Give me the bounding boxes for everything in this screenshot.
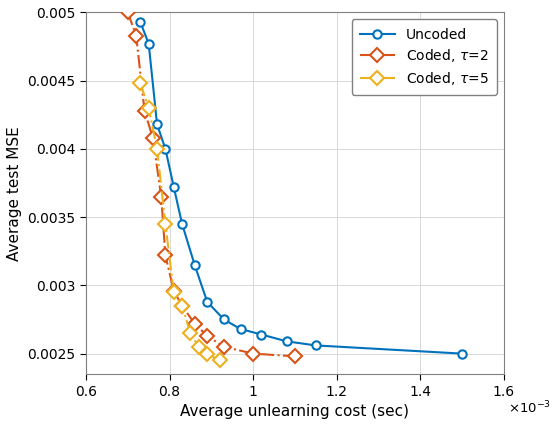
Line: Coded, $\tau$=5: Coded, $\tau$=5 bbox=[136, 78, 224, 366]
Coded, $\tau$=5 bbox=[217, 358, 223, 363]
Line: Coded, $\tau$=2: Coded, $\tau$=2 bbox=[123, 8, 300, 361]
Coded, $\tau$=2 bbox=[158, 194, 165, 199]
Uncoded bbox=[170, 184, 177, 190]
Coded, $\tau$=2 bbox=[133, 33, 140, 38]
Coded, $\tau$=5 bbox=[162, 222, 169, 227]
Coded, $\tau$=2 bbox=[141, 108, 148, 113]
Uncoded bbox=[137, 20, 144, 25]
Coded, $\tau$=2 bbox=[124, 10, 131, 15]
Coded, $\tau$=5 bbox=[179, 303, 185, 308]
Coded, $\tau$=2 bbox=[150, 135, 156, 141]
Coded, $\tau$=5 bbox=[137, 81, 144, 86]
Uncoded bbox=[145, 41, 152, 46]
Uncoded bbox=[162, 147, 169, 152]
Line: Uncoded: Uncoded bbox=[136, 18, 466, 358]
Uncoded bbox=[191, 262, 198, 268]
Uncoded bbox=[153, 122, 160, 127]
Uncoded bbox=[283, 339, 290, 344]
Text: $\times10^{-3}$: $\times10^{-3}$ bbox=[508, 400, 551, 416]
Uncoded bbox=[179, 222, 185, 227]
Coded, $\tau$=2 bbox=[204, 333, 210, 338]
Coded, $\tau$=5 bbox=[153, 147, 160, 152]
Coded, $\tau$=5 bbox=[204, 351, 210, 356]
Coded, $\tau$=5 bbox=[145, 105, 152, 110]
Coded, $\tau$=2 bbox=[220, 344, 227, 349]
Uncoded bbox=[204, 299, 210, 304]
Coded, $\tau$=2 bbox=[250, 351, 257, 356]
Coded, $\tau$=5 bbox=[187, 331, 194, 336]
X-axis label: Average unlearning cost (sec): Average unlearning cost (sec) bbox=[180, 404, 410, 419]
Uncoded bbox=[237, 326, 244, 331]
Coded, $\tau$=2 bbox=[191, 321, 198, 326]
Uncoded bbox=[459, 351, 465, 356]
Uncoded bbox=[220, 317, 227, 322]
Coded, $\tau$=5 bbox=[170, 290, 177, 295]
Coded, $\tau$=2 bbox=[162, 253, 169, 258]
Uncoded bbox=[312, 343, 319, 348]
Coded, $\tau$=2 bbox=[291, 354, 298, 359]
Coded, $\tau$=2 bbox=[170, 288, 177, 294]
Y-axis label: Average test MSE: Average test MSE bbox=[7, 126, 22, 261]
Uncoded bbox=[258, 332, 265, 337]
Coded, $\tau$=5 bbox=[195, 344, 202, 349]
Coded, $\tau$=2 bbox=[179, 303, 185, 308]
Legend: Uncoded, Coded, $\tau$=2, Coded, $\tau$=5: Uncoded, Coded, $\tau$=2, Coded, $\tau$=… bbox=[352, 20, 497, 95]
